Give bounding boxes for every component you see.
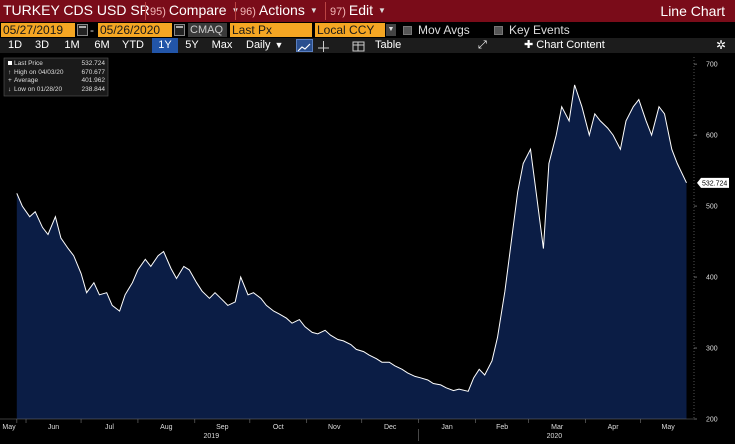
period-6m[interactable]: 6M — [94, 39, 110, 51]
table-icon — [351, 39, 368, 52]
legend-value-low: 238.844 — [82, 86, 106, 93]
chart-plot-area — [16, 84, 687, 420]
source-field[interactable]: CMAQ — [188, 23, 227, 37]
actions-button[interactable]: 96) Actions ▼ — [240, 2, 318, 21]
x-tick-label: Oct — [273, 424, 284, 431]
view-name: Line Chart — [660, 3, 725, 19]
period-max[interactable]: Max — [211, 39, 233, 51]
average-icon: + — [8, 77, 12, 84]
mov-avgs-checkbox[interactable] — [403, 26, 412, 35]
chart-legend: Last Price 532.724 ↑ High on 04/03/20 67… — [3, 57, 109, 97]
key-events-label: Key Events — [509, 23, 570, 37]
mov-avgs-label: Mov Avgs — [418, 23, 470, 37]
y-tick-label: 600 — [706, 133, 718, 140]
compare-label: Compare — [168, 2, 227, 18]
chart-content-label: Chart Content — [536, 39, 605, 51]
frequency-select[interactable]: Daily ▼ — [246, 38, 283, 53]
y-tick-label: 400 — [706, 275, 718, 282]
legend-label-average: Average — [14, 77, 38, 84]
x-tick-label: Mar — [551, 424, 564, 431]
price-chart[interactable]: 200 300 400 500 600 700 May Jun Jul Aug Sep Oct Nov D… — [0, 53, 735, 444]
end-date-input[interactable]: 05/26/2020 — [98, 23, 172, 37]
caret-down-icon: ▼ — [309, 6, 318, 15]
series-line — [16, 84, 687, 392]
title-bar: TURKEY CDS USD SR 95)Compare▼ 96)Actions… — [0, 0, 735, 22]
caret-down-icon: ▼ — [274, 40, 284, 50]
x-tick-label: Feb — [496, 424, 508, 431]
legend-value-high: 670.677 — [82, 69, 106, 76]
period-5y[interactable]: 5Y — [185, 39, 199, 51]
legend-label-last: Last Price — [14, 60, 43, 67]
year-label-2020: 2020 — [547, 433, 563, 440]
divider — [325, 2, 326, 20]
y-tick-label: 700 — [706, 62, 718, 69]
x-tick-label: Jun — [48, 424, 59, 431]
x-tick-label: Apr — [608, 424, 620, 431]
period-ytd[interactable]: YTD — [122, 39, 144, 51]
actions-shortcut: 96) — [240, 6, 256, 18]
year-label-2019: 2019 — [204, 433, 220, 440]
y-tick-label: 500 — [706, 204, 718, 211]
table-button[interactable]: Table — [375, 39, 402, 51]
x-tick-label: May — [662, 424, 676, 431]
period-bar: 1D 3D 1M 6M YTD 1Y 5Y Max Daily ▼ Table ⤢… — [0, 38, 735, 53]
edit-button[interactable]: 97) Edit ▼ — [330, 2, 386, 21]
chart-content-button[interactable]: ✚ Chart Content — [524, 38, 605, 53]
frequency-label: Daily — [246, 39, 271, 51]
divider — [235, 2, 236, 20]
last-price-tag-shape — [697, 177, 729, 188]
compare-shortcut: 95) — [150, 6, 166, 18]
start-date-input[interactable]: 05/27/2019 — [1, 23, 75, 37]
controls-bar: 05/27/2019 - 05/26/2020 CMAQ Last Px Loc… — [0, 22, 735, 38]
last-price-tag: 532.724 — [697, 177, 729, 188]
x-tick-label: Jul — [105, 424, 114, 431]
expand-icon[interactable]: ⤢ — [478, 39, 487, 51]
legend-box — [3, 57, 109, 97]
period-1d[interactable]: 1D — [7, 39, 23, 51]
x-tick-label: Sep — [216, 424, 229, 431]
gear-icon[interactable]: ✲ — [715, 38, 726, 52]
legend-value-average: 401.962 — [82, 77, 106, 84]
divider — [145, 2, 146, 20]
date-separator: - — [90, 23, 94, 37]
x-tick-label: May — [2, 424, 16, 431]
field-input[interactable]: Last Px — [230, 23, 312, 37]
plus-icon: ✚ — [524, 39, 537, 51]
key-events-checkbox[interactable] — [494, 26, 503, 35]
calendar-icon[interactable] — [174, 24, 185, 36]
currency-select[interactable]: Local CCY — [315, 23, 385, 37]
y-tick-label: 200 — [706, 417, 718, 424]
legend-swatch — [8, 61, 12, 65]
security-ticker: TURKEY CDS USD SR — [3, 2, 150, 18]
last-price-tag-text: 532.724 — [702, 180, 727, 187]
chart-axes: 200 300 400 500 600 700 May Jun Jul Aug Sep Oct Nov D… — [0, 57, 718, 441]
edit-shortcut: 97) — [330, 6, 346, 18]
down-arrow-icon: ↓ — [8, 86, 11, 93]
legend-label-low: Low on 01/28/20 — [14, 86, 62, 93]
caret-down-icon: ▼ — [378, 6, 386, 15]
series-area-fill — [16, 84, 687, 420]
x-tick-label: Dec — [384, 424, 397, 431]
x-tick-label: Aug — [160, 424, 173, 431]
period-1y[interactable]: 1Y — [152, 38, 178, 53]
period-1m[interactable]: 1M — [64, 39, 80, 51]
compare-button[interactable]: 95)Compare▼ — [150, 2, 239, 21]
x-tick-label: Nov — [328, 424, 341, 431]
calendar-icon[interactable] — [77, 24, 88, 36]
legend-label-high: High on 04/03/20 — [14, 69, 64, 76]
period-3d[interactable]: 3D — [34, 39, 50, 51]
line-chart-icon[interactable] — [296, 39, 313, 52]
edit-label: Edit — [348, 2, 374, 18]
crosshair-icon[interactable] — [316, 39, 333, 52]
up-arrow-icon: ↑ — [8, 69, 11, 76]
y-tick-label: 300 — [706, 346, 718, 353]
x-tick-label: Jan — [441, 424, 452, 431]
chevron-down-icon[interactable]: ▼ — [386, 24, 396, 36]
actions-label: Actions — [258, 2, 305, 18]
legend-value-last: 532.724 — [82, 60, 106, 67]
